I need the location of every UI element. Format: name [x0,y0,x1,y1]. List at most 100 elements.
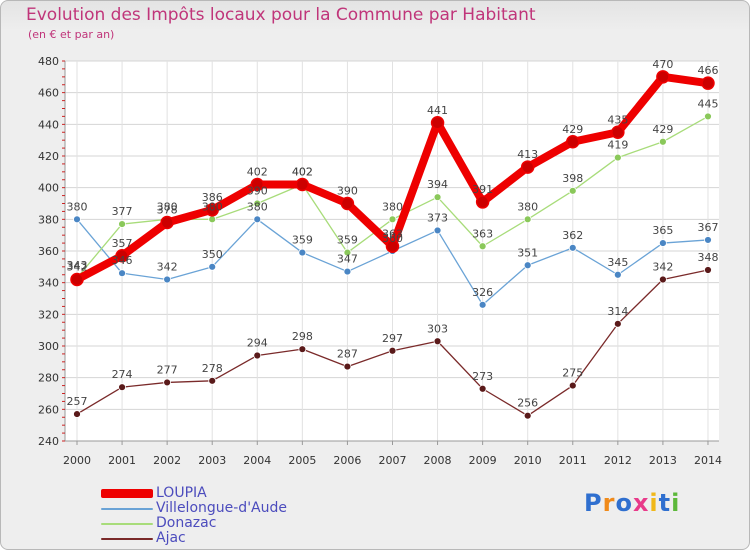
data-point-villelongue-d-aude [478,300,487,309]
data-label-ajac: 274 [112,368,133,381]
data-label-villelongue-d-aude: 367 [697,221,718,234]
logo-letter: i [671,489,681,517]
x-tick-label: 2007 [378,454,406,467]
data-label-donazac: 398 [562,172,583,185]
data-label-ajac: 277 [157,363,178,376]
data-label-loupia: 386 [202,191,223,204]
data-point-donazac [523,215,532,224]
data-label-ajac: 256 [517,397,538,410]
legend: LOUPIA Villelongue-d'Aude Donazac Ajac [101,486,287,546]
x-tick-label: 2003 [198,454,226,467]
data-point-loupia [205,203,219,217]
data-point-ajac [704,266,712,274]
logo-letter: r [602,489,616,517]
data-label-villelongue-d-aude: 351 [517,246,538,259]
y-tick-label: 460 [38,87,59,100]
data-point-donazac [659,137,667,146]
legend-label: Villelongue-d'Aude [156,500,287,516]
data-label-villelongue-d-aude: 380 [67,200,88,213]
data-point-villelongue-d-aude [118,269,126,278]
logo-letter: x [632,489,650,517]
data-point-villelongue-d-aude [659,239,667,247]
data-label-donazac: 377 [112,205,133,218]
data-point-donazac [208,215,217,224]
data-point-loupia [295,177,310,192]
legend-swatch-loupia [101,489,153,498]
data-point-ajac [388,346,397,355]
logo-letter: o [615,489,633,517]
data-point-loupia [70,272,84,287]
data-label-donazac: 359 [337,234,358,247]
logo-letter: t [658,489,672,517]
data-point-loupia [115,249,129,263]
data-point-loupia [701,76,715,90]
x-tick-label: 2005 [288,454,316,467]
data-point-villelongue-d-aude [163,275,172,284]
data-label-donazac: 390 [247,185,268,198]
data-label-donazac: 380 [517,200,538,213]
data-point-villelongue-d-aude [613,270,622,279]
legend-item-donazac: Donazac [101,516,287,531]
data-label-loupia: 466 [697,64,718,77]
x-tick-label: 2000 [63,454,91,467]
data-label-villelongue-d-aude: 345 [607,256,628,269]
y-tick-label: 480 [38,55,59,68]
data-label-villelongue-d-aude: 346 [112,254,133,267]
data-label-ajac: 342 [652,261,673,274]
data-point-donazac [613,153,622,162]
legend-label: Donazac [156,515,217,531]
data-point-villelongue-d-aude [253,215,262,224]
data-point-ajac [73,410,81,418]
data-label-ajac: 314 [607,305,628,318]
y-tick-label: 400 [38,182,59,195]
data-label-donazac: 380 [157,200,178,213]
x-tick-label: 2011 [559,454,587,467]
data-label-ajac: 294 [247,337,268,350]
chart-subtitle: (en € et par an) [28,28,115,41]
data-point-loupia [656,70,670,84]
data-point-ajac [343,362,352,371]
data-label-villelongue-d-aude: 326 [472,286,493,299]
data-label-villelongue-d-aude: 342 [157,261,178,274]
data-point-villelongue-d-aude [704,236,712,244]
data-label-donazac: 429 [652,123,673,136]
legend-swatch-ajac [101,537,153,540]
data-point-ajac [478,384,487,393]
data-label-ajac: 303 [427,322,448,335]
data-point-ajac [613,319,622,328]
x-tick-label: 2012 [604,454,632,467]
x-tick-label: 2006 [333,454,361,467]
x-tick-label: 2014 [694,454,722,467]
data-point-villelongue-d-aude [568,243,577,252]
data-point-loupia [160,215,174,230]
data-point-villelongue-d-aude [523,261,532,270]
data-label-ajac: 273 [472,370,493,383]
data-point-ajac [523,411,532,420]
data-label-ajac: 348 [697,251,718,264]
y-tick-label: 360 [38,245,59,258]
data-point-ajac [253,351,262,360]
y-tick-label: 340 [38,277,59,290]
data-label-villelongue-d-aude: 362 [562,229,583,242]
legend-item-ajac: Ajac [101,531,287,546]
data-point-loupia [611,125,625,139]
data-point-ajac [208,376,217,385]
data-point-ajac [568,381,577,390]
data-point-loupia [385,239,400,253]
data-label-villelongue-d-aude: 347 [337,253,358,266]
data-point-villelongue-d-aude [343,267,352,276]
data-label-loupia: 429 [562,123,583,136]
legend-item-villelongue: Villelongue-d'Aude [101,501,287,516]
data-point-villelongue-d-aude [208,262,217,271]
y-tick-label: 260 [38,403,59,416]
data-point-donazac [343,248,352,257]
data-label-donazac: 419 [607,139,628,152]
y-tick-label: 380 [38,213,59,226]
data-point-donazac [478,242,487,251]
data-label-ajac: 275 [562,367,583,380]
legend-label: Ajac [156,530,186,546]
y-tick-label: 420 [38,150,59,163]
data-label-donazac: 343 [67,259,88,272]
